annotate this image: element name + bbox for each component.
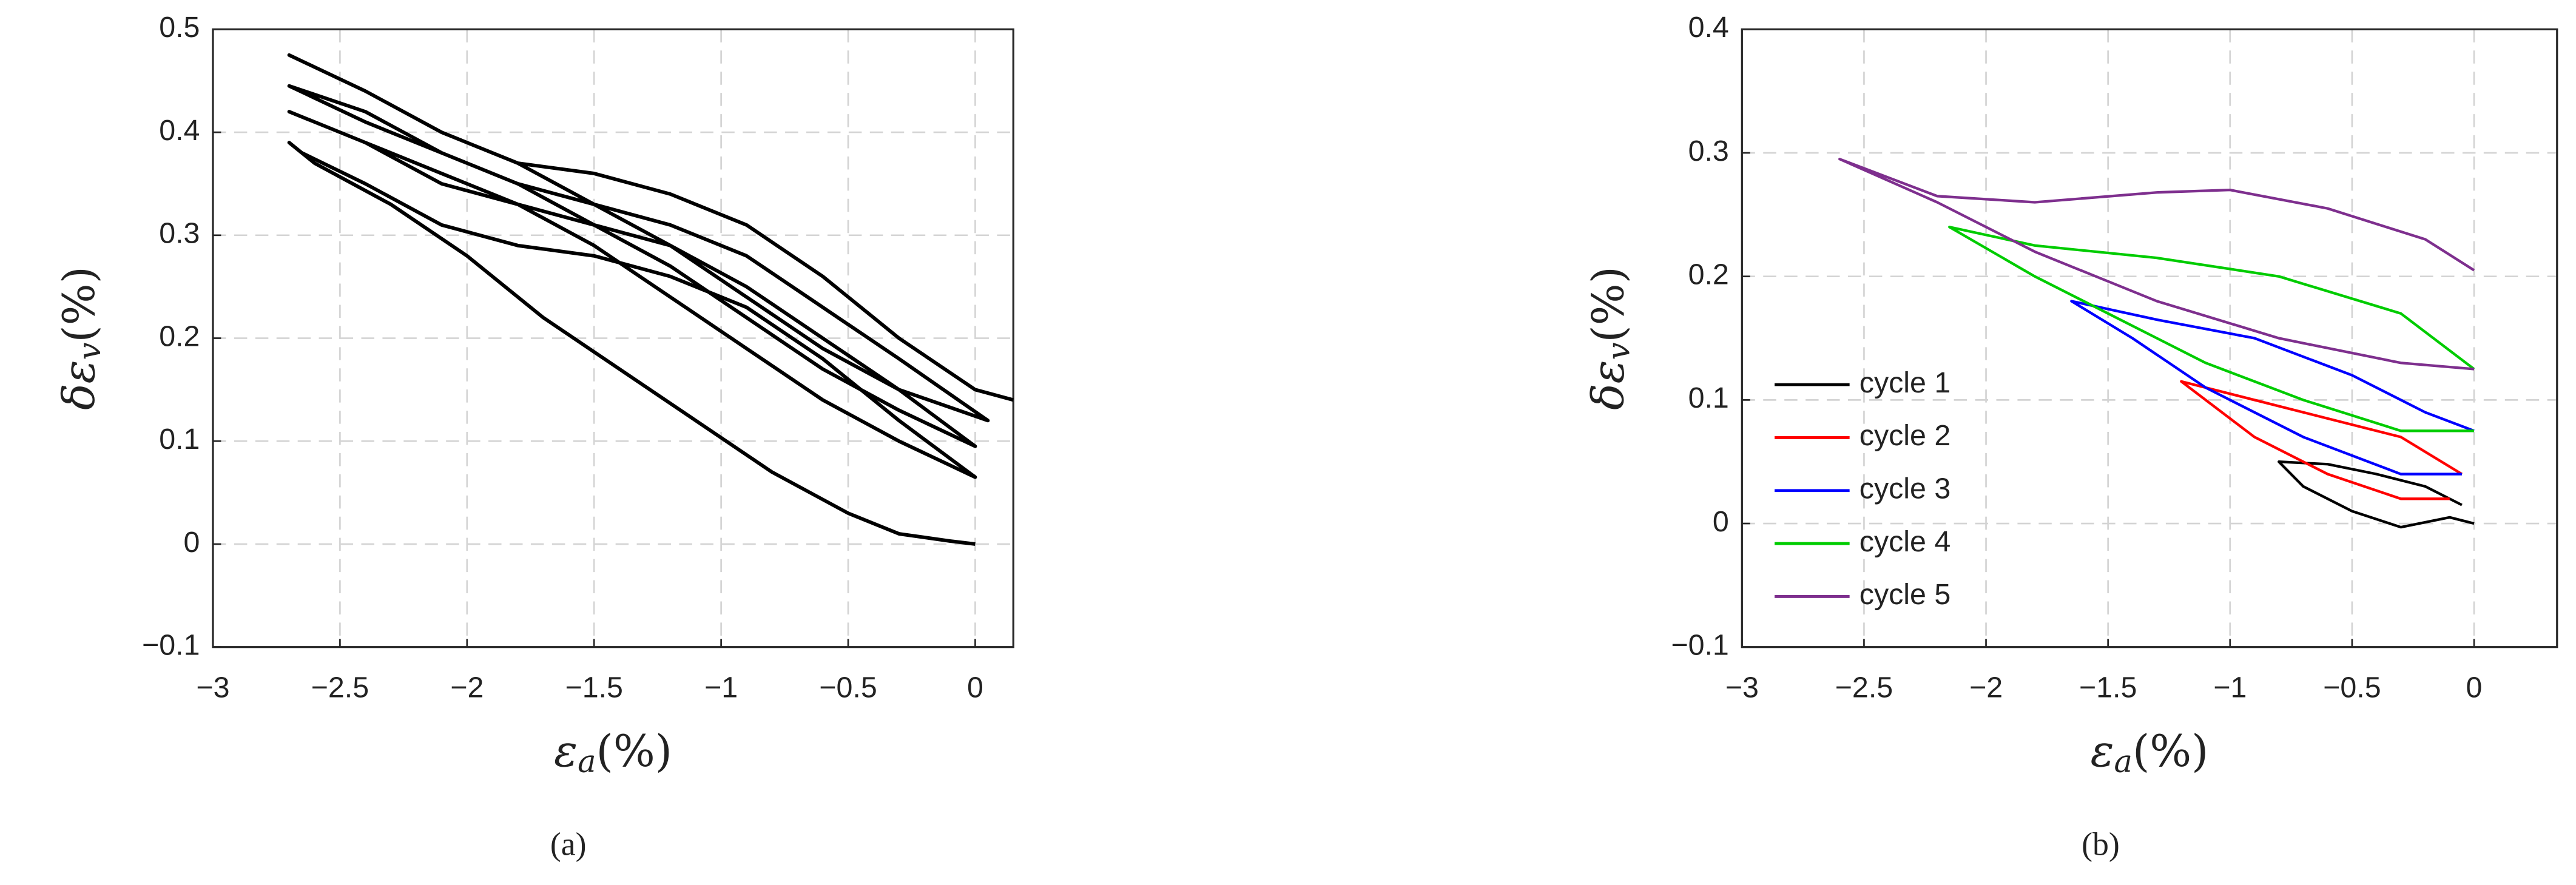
axis-label: εa(%) — [554, 726, 672, 780]
label-subscript: v — [72, 342, 108, 360]
axis-label: εa(%) — [2091, 726, 2209, 780]
caption: (a) — [550, 826, 587, 863]
legend-label: cycle 5 — [1860, 578, 1951, 611]
legend-label: cycle 1 — [1860, 366, 1951, 399]
y-tick-label: −0.1 — [142, 628, 200, 661]
data-line — [2180, 380, 2463, 500]
y-tick-label: 0.1 — [1688, 382, 1729, 414]
x-tick-label: −1.5 — [565, 671, 622, 704]
label-unit: (%) — [1583, 266, 1634, 343]
axis-label: δεv(%) — [54, 266, 108, 410]
label-symbol: ε — [554, 726, 578, 777]
x-tick-label: 0 — [967, 671, 983, 704]
data-line — [2278, 460, 2475, 529]
label-symbol: δε — [1583, 360, 1634, 410]
label-subscript: a — [2114, 744, 2133, 780]
data-line — [287, 53, 1014, 546]
y-tick-label: 0 — [184, 526, 200, 559]
y-tick-label: 0.3 — [159, 217, 200, 250]
label-symbol: ε — [2091, 726, 2114, 777]
label-unit: (%) — [2133, 726, 2209, 777]
plot-frame — [1741, 28, 2558, 648]
y-tick-label: 0.4 — [1688, 11, 1729, 44]
legend-label: cycle 2 — [1860, 419, 1951, 452]
x-tick-label: −0.5 — [2323, 671, 2381, 704]
x-tick-label: −2 — [1969, 671, 2003, 704]
data-line — [2070, 300, 2475, 476]
y-tick-label: 0.3 — [1688, 135, 1729, 167]
y-tick-label: 0.4 — [159, 114, 200, 147]
x-tick-label: −2.5 — [1835, 671, 1893, 704]
axis-label: δεv(%) — [1583, 266, 1637, 410]
y-tick-label: −0.1 — [1671, 628, 1728, 661]
x-tick-label: −0.5 — [819, 671, 877, 704]
y-tick-label: 0.2 — [1688, 258, 1729, 291]
label-unit: (%) — [54, 266, 105, 343]
x-tick-label: −1 — [704, 671, 738, 704]
x-tick-label: −2 — [450, 671, 484, 704]
x-tick-label: −1 — [2213, 671, 2247, 704]
label-subscript: a — [578, 744, 596, 780]
label-subscript: v — [1601, 342, 1637, 360]
x-tick-label: −2.5 — [311, 671, 369, 704]
label-unit: (%) — [596, 726, 673, 777]
x-tick-label: −3 — [1725, 671, 1759, 704]
legend-label: cycle 4 — [1860, 525, 1951, 558]
y-tick-label: 0.1 — [159, 423, 200, 456]
y-tick-label: 0.2 — [159, 320, 200, 352]
y-tick-label: 0.5 — [159, 11, 200, 44]
x-tick-label: −3 — [196, 671, 229, 704]
plot-frame — [212, 28, 1014, 648]
label-symbol: δε — [54, 360, 105, 410]
data-line — [1948, 226, 2475, 432]
y-tick-label: 0 — [1713, 505, 1729, 538]
x-tick-label: −1.5 — [2079, 671, 2137, 704]
caption: (b) — [2082, 826, 2120, 863]
legend-label: cycle 3 — [1860, 473, 1951, 505]
data-line — [1838, 158, 2475, 371]
x-tick-label: 0 — [2466, 671, 2483, 704]
